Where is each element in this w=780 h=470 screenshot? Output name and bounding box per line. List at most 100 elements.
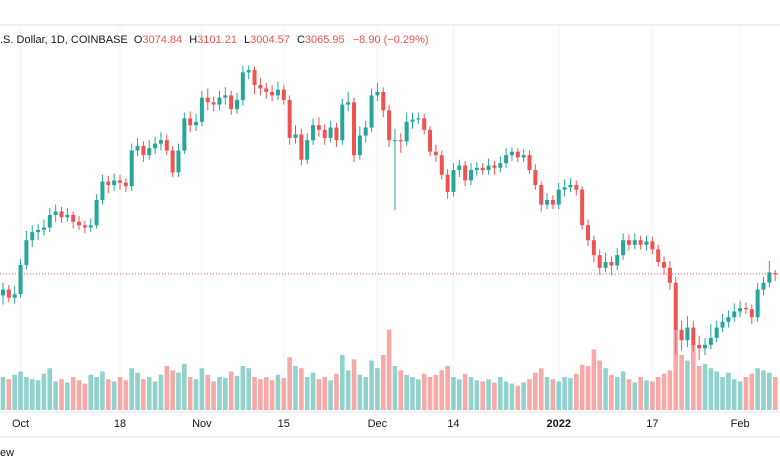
candle-body [252, 70, 257, 86]
candle-body [673, 282, 678, 330]
volume-bar [749, 373, 755, 410]
candle-body [316, 125, 321, 130]
volume-bar [211, 381, 216, 410]
candle-body [53, 211, 58, 215]
volume-bar [597, 360, 602, 410]
volume-bar [29, 379, 35, 410]
candle-body [562, 187, 567, 190]
candle-body [439, 155, 444, 175]
candle-body [141, 145, 146, 156]
candle-body [392, 140, 397, 142]
volume-bar [480, 381, 485, 410]
x-tick-label: 18 [114, 418, 126, 430]
volume-bar [761, 370, 766, 410]
volume-bar [322, 377, 328, 410]
volume-bar [176, 372, 181, 410]
candle-body [334, 127, 339, 141]
volume-bar [146, 377, 152, 410]
candle-body [404, 121, 409, 142]
volume-bar [223, 378, 228, 410]
candle-body [656, 249, 661, 263]
candle-body [223, 95, 228, 98]
ohlc-value: 3074.84 [142, 34, 182, 46]
candle-body [71, 214, 76, 222]
volume-bar [182, 363, 187, 410]
volume-bar [538, 368, 544, 410]
volume-bar [591, 349, 597, 410]
volume-bar [679, 355, 684, 410]
candle-body [498, 163, 503, 168]
volume-bar [521, 382, 526, 410]
candle-body [691, 327, 696, 345]
x-tick-label: 14 [447, 418, 459, 430]
candle-body [164, 140, 169, 151]
volume-bar [357, 374, 363, 410]
volume-bar [579, 364, 585, 410]
volume-bar [310, 372, 316, 410]
volume-bar [772, 377, 778, 410]
candle-body [299, 134, 304, 160]
candle-body [77, 221, 82, 226]
candle-body [158, 140, 163, 144]
volume-bar [263, 377, 269, 410]
x-tick-label: Oct [12, 418, 29, 430]
candle-body [135, 145, 140, 151]
candle-body [153, 143, 158, 149]
volume-bar [199, 368, 205, 410]
candle-body [100, 181, 105, 200]
candle-body [18, 264, 23, 295]
candle-body [521, 155, 526, 158]
volume-bar [556, 381, 562, 410]
volume-bar [53, 381, 58, 410]
volume-bar [70, 377, 76, 410]
volume-bar [369, 360, 374, 410]
candle-body [118, 180, 122, 183]
candle-body [720, 321, 725, 328]
candle-body [433, 151, 438, 156]
volume-bar [158, 374, 164, 410]
candle-body [322, 129, 327, 138]
volume-bar [568, 378, 573, 410]
volume-bar [632, 382, 638, 410]
volume-bar [117, 377, 123, 410]
volume-bar [299, 368, 304, 410]
volume-bar [410, 377, 415, 410]
candle-body [515, 151, 520, 158]
volume-bar [88, 374, 94, 410]
volume-bar [462, 373, 468, 410]
volume-bar [767, 372, 772, 410]
candle-body [363, 127, 368, 136]
candle-body [340, 104, 345, 141]
x-tick-label: 15 [278, 418, 290, 430]
candle-body [703, 344, 707, 349]
volume-bar [100, 371, 105, 410]
volume-bar [106, 379, 111, 410]
candle-body [194, 121, 199, 126]
candle-body [697, 344, 702, 349]
candle-body [281, 89, 286, 100]
candle-body [597, 255, 602, 268]
candle-body [381, 91, 386, 111]
volume-bar [714, 371, 719, 410]
volume-bar [12, 374, 17, 410]
candle-body [235, 99, 239, 110]
grid [20, 25, 741, 410]
volume-bar [468, 377, 474, 410]
candle-body [293, 134, 298, 138]
volume-bar [386, 329, 392, 410]
candle-body [305, 140, 310, 160]
volume-bar [486, 379, 491, 410]
footer-text: ew [0, 447, 14, 459]
volume-bar [427, 377, 433, 410]
volume-bar [433, 374, 439, 410]
candle-body [749, 309, 754, 318]
candle-body [357, 135, 362, 156]
volume-bar [35, 380, 41, 410]
volume-bar [76, 380, 82, 410]
candle-body [457, 165, 462, 171]
candle-body [445, 174, 450, 192]
volume-bar [603, 368, 608, 410]
volume-bar [18, 371, 23, 410]
candle-body [410, 119, 415, 122]
